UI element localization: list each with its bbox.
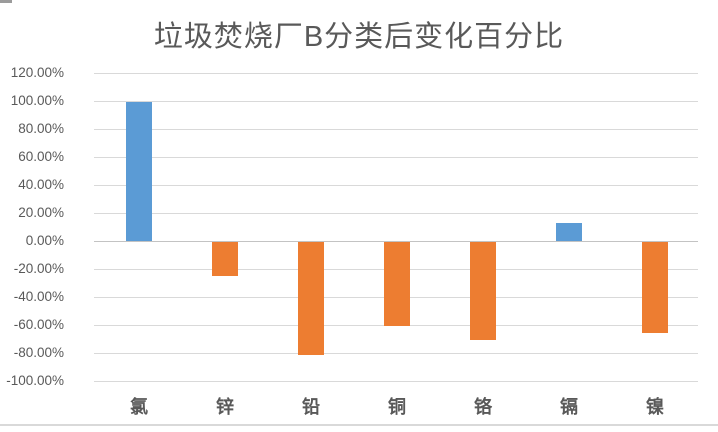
gridline: [94, 213, 698, 214]
bar-nickel[interactable]: [642, 242, 668, 333]
bar-zinc[interactable]: [212, 242, 238, 276]
gridline: [94, 129, 698, 130]
gridline: [94, 73, 698, 74]
bar-chromium[interactable]: [470, 242, 496, 340]
gridline: [94, 157, 698, 158]
y-tick-label: -80.00%: [13, 345, 64, 360]
bar-lead[interactable]: [298, 242, 324, 356]
y-tick-label: -20.00%: [13, 261, 64, 276]
plot-area[interactable]: [94, 73, 698, 382]
x-category-label: 铜: [388, 397, 406, 417]
y-axis[interactable]: 120.00% 100.00% 80.00% 60.00% 40.00% 20.00% 0.…: [0, 65, 64, 388]
y-tick-label: 80.00%: [18, 121, 64, 136]
gridline: [94, 101, 698, 102]
corner-artifact: [0, 0, 12, 3]
y-tick-label: -40.00%: [13, 289, 64, 304]
zero-axis-line: [94, 241, 698, 242]
y-tick-label: -60.00%: [13, 317, 64, 332]
bar-cadmium[interactable]: [556, 222, 582, 241]
x-category-label: 镍: [646, 397, 664, 417]
gridline: [94, 185, 698, 186]
y-tick-label: 60.00%: [18, 149, 64, 164]
x-axis[interactable]: 氯锌铅铜铬镉镍: [96, 395, 698, 421]
y-tick-label: 100.00%: [10, 93, 64, 108]
chart-title[interactable]: 垃圾焚烧厂B分类后变化百分比: [153, 21, 565, 53]
chart-border-bottom: [0, 424, 718, 426]
y-tick-label: -100.00%: [6, 373, 64, 388]
gridline: [94, 353, 698, 354]
x-category-label: 锌: [216, 397, 234, 417]
y-tick-label: 120.00%: [10, 65, 64, 80]
gridline: [94, 381, 698, 382]
bar-copper[interactable]: [384, 242, 410, 326]
x-category-label: 镉: [560, 397, 578, 417]
y-tick-label: 0.00%: [25, 233, 64, 248]
y-tick-label: 20.00%: [18, 205, 64, 220]
x-category-label: 铅: [302, 397, 320, 417]
x-category-label: 氯: [130, 397, 148, 417]
bar-chlorine[interactable]: [126, 102, 152, 241]
x-category-label: 铬: [474, 397, 492, 417]
y-tick-label: 40.00%: [18, 177, 64, 192]
